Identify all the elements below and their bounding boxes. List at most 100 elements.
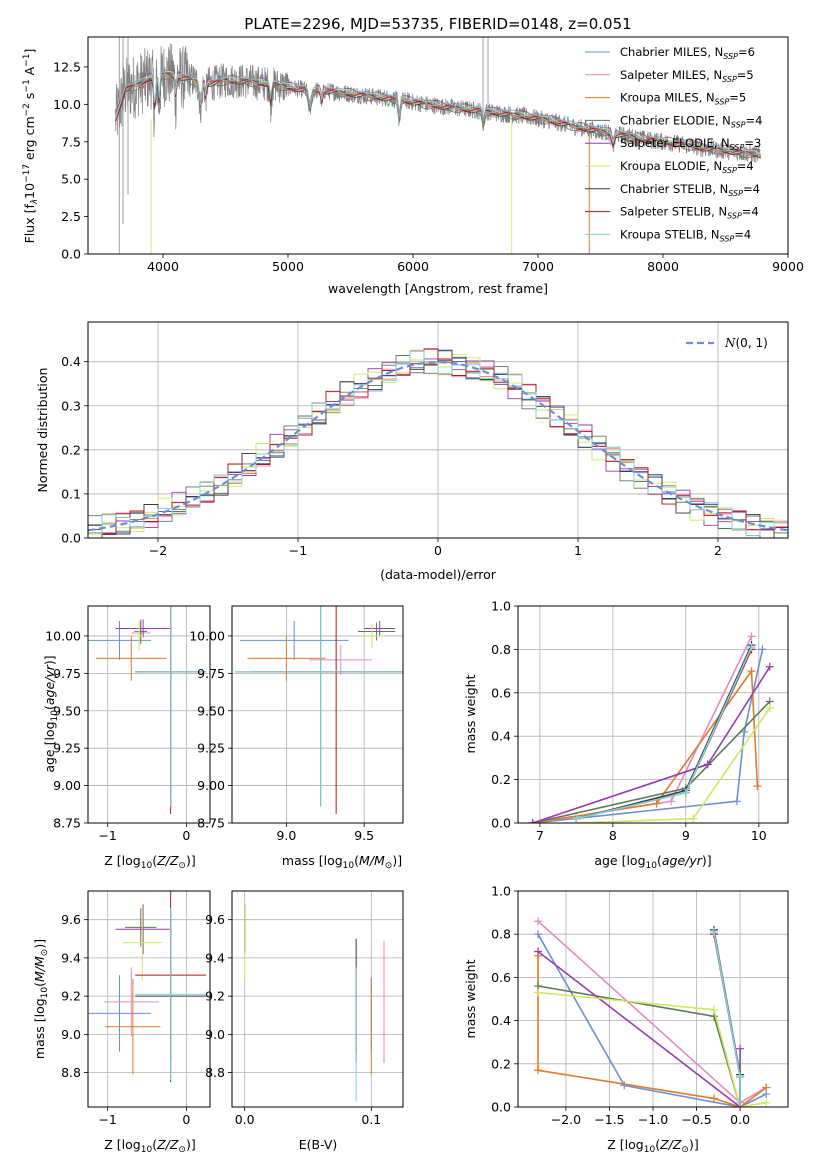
y-tick-label: 0.4 [61, 354, 81, 369]
plot-area [235, 606, 403, 815]
x-tick-label: 4000 [147, 259, 179, 274]
weight-marker-salpeter-elodie [736, 1044, 745, 1053]
weight-marker-kroupa-miles [709, 1094, 718, 1103]
weight-marker-kroupa-elodie [689, 814, 698, 823]
y-axis-label: Normed distribution [35, 368, 50, 493]
weight-marker-salpeter-miles [534, 917, 543, 926]
y-tick-label: 1.0 [491, 599, 511, 614]
weight-vs-metallicity-panel: −2.0 −1.5 −1.0 −0.5 0.0 0.0 0.2 0.4 0.6 0.8 1.0 Z [… [463, 884, 789, 1155]
y-tick-label: 9.00 [53, 778, 81, 793]
y-tick-label: 10.00 [189, 628, 225, 643]
legend-entry: Chabrier MILES, NSSP=6 [620, 45, 755, 61]
y-tick-label: 9.6 [205, 912, 225, 927]
y-tick-label: 9.75 [53, 666, 81, 681]
x-tick-label: 9.0 [276, 828, 296, 843]
mass-vs-extinction-panel: 0.0 0.1 8.8 9.0 9.2 9.4 9.6 E(B-V) [205, 890, 404, 1152]
y-tick-label: 1.0 [491, 884, 511, 899]
y-tick-label: 9.4 [61, 950, 81, 965]
plot-area [534, 917, 771, 1107]
y-tick-label: 9.00 [197, 778, 225, 793]
weight-marker-chabrier-miles [758, 645, 767, 654]
axes-overlay: −2 −1 0 1 2 0.0 0.1 0.2 0.3 0.4 N(0, 1) (data-model… [35, 321, 789, 582]
y-tick-label: 0.0 [491, 816, 511, 831]
y-tick-label: 0.2 [491, 1056, 511, 1071]
axes-overlay: 7 8 9 10 0.0 0.2 0.4 0.6 0.8 1.0 age [log10(age/yr… [463, 599, 789, 871]
x-tick-label: −2 [149, 543, 167, 558]
histogram-salpeter-stelib [88, 348, 788, 538]
weight-line-kroupa-elodie [537, 991, 767, 1107]
plot-area [115, 37, 761, 254]
weight-marker-kroupa-miles [534, 1066, 543, 1075]
y-tick-label: 0.0 [61, 247, 81, 262]
axes-frame [231, 605, 404, 824]
x-axis-label: mass [log10(M/M⊙)] [282, 853, 402, 871]
axes-frame [87, 890, 211, 1108]
y-tick-label: 0.8 [491, 642, 511, 657]
weight-marker-kroupa-elodie [762, 1098, 771, 1107]
y-axis-label: age [log10(age/yr)] [42, 655, 60, 772]
weight-marker-kroupa-miles [753, 782, 762, 791]
y-tick-label: 9.2 [205, 989, 225, 1004]
normal-curve [88, 360, 788, 532]
age-vs-metallicity-panel: −1 0 8.75 9.00 9.25 9.50 9.75 10.00 Z [log10(Z/Z… [42, 605, 211, 871]
x-axis-label: E(B-V) [299, 1137, 338, 1152]
weight-line-salpeter-miles [532, 636, 753, 823]
weight-marker-salpeter-elodie [703, 760, 712, 769]
y-tick-label: 2.5 [61, 209, 81, 224]
x-tick-label: 0 [182, 828, 190, 843]
y-tick-label: 0.6 [491, 970, 511, 985]
legend-entry: N(0, 1) [724, 336, 768, 350]
x-tick-label: −1.5 [594, 1112, 624, 1127]
axes-frame [231, 890, 404, 1108]
x-tick-label: 9 [682, 828, 690, 843]
y-tick-label: 0.1 [61, 486, 81, 501]
weight-marker-salpeter-elodie [528, 819, 537, 823]
x-axis-label: Z [log10(Z/Z⊙)] [104, 853, 195, 871]
weight-marker-kroupa-stelib [681, 788, 690, 797]
y-tick-label: 8.75 [197, 816, 225, 831]
plot-area [88, 348, 788, 538]
weight-marker-salpeter-elodie [534, 947, 543, 956]
y-tick-label: 9.6 [61, 912, 81, 927]
y-tick-label: 8.75 [53, 816, 81, 831]
weight-marker-kroupa-stelib [709, 928, 718, 937]
x-tick-label: 7000 [522, 259, 554, 274]
legend-entry: Chabrier STELIB, NSSP=4 [620, 182, 760, 198]
weight-marker-salpeter-miles [667, 797, 676, 806]
weight-marker-kroupa-elodie [534, 988, 543, 997]
y-tick-label: 9.4 [205, 950, 225, 965]
axes-overlay: −1 0 8.75 9.00 9.25 9.50 9.75 10.00 Z [log10(Z/Z… [42, 605, 211, 871]
weight-vs-age-panel: 7 8 9 10 0.0 0.2 0.4 0.6 0.8 1.0 age [log10(age/yr… [463, 599, 789, 871]
y-tick-label: 0.4 [491, 729, 511, 744]
plot-area [244, 904, 385, 1102]
axes-overlay: 9.0 9.5 8.75 9.00 9.25 9.50 9.75 10.00 mass [log… [189, 605, 404, 871]
weight-marker-kroupa-stelib [747, 643, 756, 652]
x-axis-label: age [log10(age/yr)] [594, 853, 711, 871]
y-tick-label: 9.0 [205, 1027, 225, 1042]
y-tick-label: 5.0 [61, 172, 81, 187]
weight-marker-kroupa-elodie [765, 703, 774, 712]
legend-entry: Kroupa ELODIE, NSSP=4 [620, 159, 754, 175]
y-tick-label: 12.5 [53, 59, 81, 74]
y-tick-label: 9.0 [61, 1027, 81, 1042]
legend-entry: Chabrier ELODIE, NSSP=4 [620, 113, 762, 129]
figure-title: PLATE=2296, MJD=53735, FIBERID=0148, z=0… [244, 15, 631, 33]
weight-marker-kroupa-miles [652, 799, 661, 808]
legend-entry: Salpeter ELODIE, NSSP=3 [620, 136, 761, 152]
weight-marker-chabrier-miles [732, 797, 741, 806]
x-tick-label: 0.0 [235, 1112, 255, 1127]
x-tick-label: 5000 [272, 259, 304, 274]
x-tick-label: 0 [434, 543, 442, 558]
y-tick-label: 9.25 [197, 741, 225, 756]
x-tick-label: 7 [536, 828, 544, 843]
spectrum-model-chabrier-elodie [115, 76, 761, 159]
y-tick-label: 9.75 [197, 666, 225, 681]
y-tick-label: 0.4 [491, 1013, 511, 1028]
x-axis-label: Z [log10(Z/Z⊙)] [607, 1137, 698, 1155]
weight-marker-salpeter-miles [747, 632, 756, 641]
axes-overlay: 4000 5000 6000 7000 8000 9000 0.0 2.5 5.0 7.5 10.0… [22, 36, 804, 296]
plot-area [88, 606, 207, 815]
legend-entry: Salpeter MILES, NSSP=5 [620, 68, 754, 84]
y-tick-label: 10.00 [45, 628, 81, 643]
